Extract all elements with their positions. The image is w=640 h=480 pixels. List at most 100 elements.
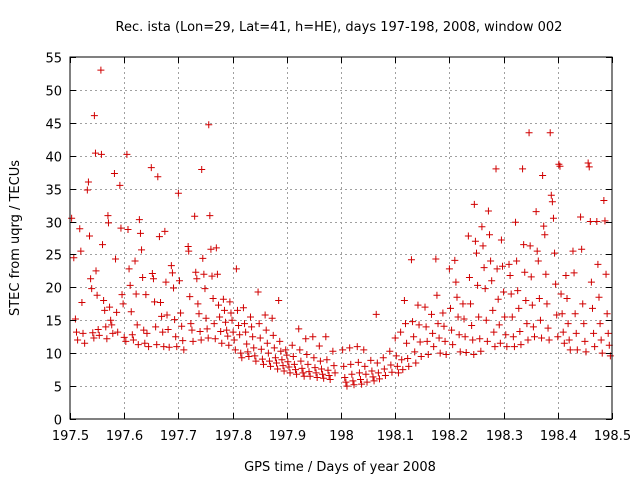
data-point xyxy=(242,328,250,336)
data-point xyxy=(484,207,492,215)
data-point xyxy=(349,377,357,385)
data-point xyxy=(481,285,489,293)
data-point xyxy=(100,297,108,305)
data-point xyxy=(529,323,537,331)
data-point xyxy=(188,326,196,334)
data-point xyxy=(505,260,513,268)
data-point xyxy=(194,300,202,308)
data-point xyxy=(93,291,101,299)
data-point xyxy=(585,163,593,171)
data-point xyxy=(393,362,401,370)
data-point xyxy=(269,331,277,339)
data-point xyxy=(465,273,473,281)
data-point xyxy=(239,304,247,312)
data-point xyxy=(236,331,244,339)
data-point xyxy=(565,336,573,344)
data-point xyxy=(516,327,524,335)
data-point xyxy=(310,354,318,362)
data-point xyxy=(195,310,203,318)
data-point xyxy=(160,343,168,351)
data-point xyxy=(180,346,188,354)
data-point xyxy=(582,348,590,356)
data-point xyxy=(237,349,245,357)
data-point xyxy=(245,352,253,360)
data-point xyxy=(70,254,78,262)
data-point xyxy=(571,310,579,318)
data-point xyxy=(442,350,450,358)
data-point xyxy=(368,367,376,375)
data-point xyxy=(501,313,509,321)
data-point xyxy=(410,333,418,341)
data-point xyxy=(603,310,611,318)
data-point xyxy=(488,277,496,285)
data-point xyxy=(340,362,348,370)
data-point xyxy=(538,334,546,342)
data-point xyxy=(597,336,605,344)
data-point xyxy=(528,301,536,309)
data-point xyxy=(559,328,567,336)
y-tick-label: 55 xyxy=(45,52,62,67)
data-point xyxy=(358,380,366,388)
data-point xyxy=(134,341,142,349)
data-point xyxy=(175,277,183,285)
data-point xyxy=(397,328,405,336)
data-point xyxy=(486,231,494,239)
data-point xyxy=(367,356,375,364)
data-point xyxy=(87,275,95,283)
data-point xyxy=(440,322,448,330)
data-point xyxy=(343,382,351,390)
data-point xyxy=(222,318,230,326)
data-point xyxy=(424,350,432,358)
data-point xyxy=(291,366,299,374)
y-tick-label: 10 xyxy=(45,348,62,363)
data-point xyxy=(316,357,324,365)
data-point xyxy=(124,225,132,233)
data-point xyxy=(110,169,118,177)
data-point xyxy=(495,321,503,329)
data-point xyxy=(479,242,487,250)
data-point xyxy=(243,340,251,348)
data-point xyxy=(153,341,161,349)
data-point xyxy=(524,336,532,344)
data-point xyxy=(129,336,137,344)
data-point xyxy=(487,257,495,265)
data-point xyxy=(209,295,217,303)
data-point xyxy=(132,290,140,298)
data-point xyxy=(89,329,97,337)
data-point xyxy=(276,337,284,345)
data-point xyxy=(299,369,307,377)
data-point xyxy=(123,150,131,158)
data-point xyxy=(258,355,266,363)
data-point xyxy=(354,358,362,366)
data-point xyxy=(330,362,338,370)
x-tick-label: 198 xyxy=(329,429,354,444)
y-axis-label: STEC from uqrg / TECUs xyxy=(8,160,23,316)
data-point xyxy=(224,332,232,340)
data-point xyxy=(494,295,502,303)
data-point xyxy=(491,343,499,351)
data-point xyxy=(473,249,480,257)
data-point xyxy=(380,365,388,373)
data-point xyxy=(228,316,236,324)
x-tick-label: 198.5 xyxy=(594,429,631,444)
data-point xyxy=(548,198,556,206)
data-point xyxy=(220,306,228,314)
data-point xyxy=(496,339,504,347)
data-point xyxy=(595,293,603,301)
data-point xyxy=(163,311,171,319)
data-point xyxy=(303,350,311,358)
data-point xyxy=(213,270,221,278)
data-point xyxy=(375,375,383,383)
data-point xyxy=(566,346,574,354)
data-point xyxy=(342,378,350,386)
data-point xyxy=(584,159,592,167)
data-point xyxy=(483,337,491,345)
data-point xyxy=(261,311,269,319)
data-point xyxy=(250,344,258,352)
data-point xyxy=(323,356,331,364)
data-point xyxy=(331,369,339,377)
data-point xyxy=(527,273,535,281)
data-point xyxy=(573,346,581,354)
data-point xyxy=(202,314,210,322)
data-point xyxy=(232,265,240,273)
